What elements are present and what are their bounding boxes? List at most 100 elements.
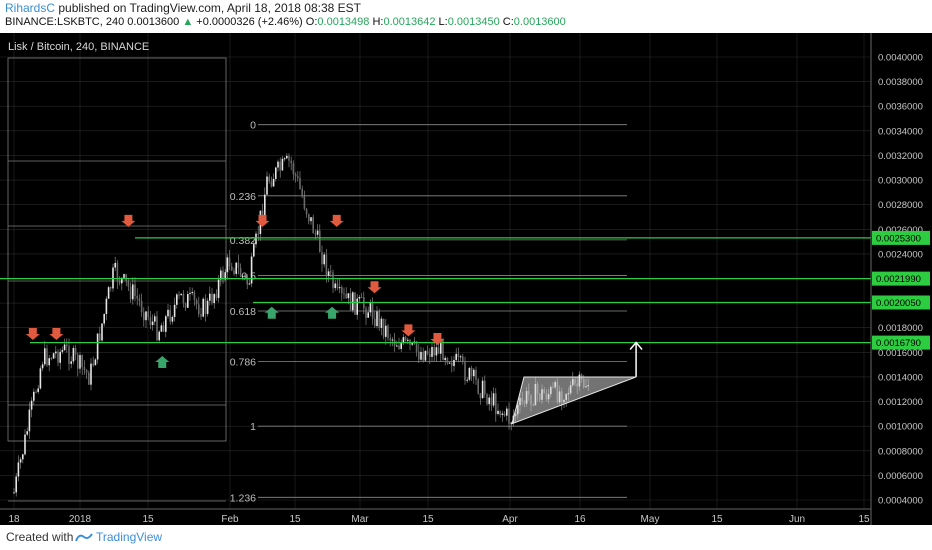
candle-body [294, 174, 297, 177]
price-tick-label: 0.0040000 [878, 53, 923, 64]
candle-body [237, 262, 240, 268]
candle-body [129, 286, 132, 300]
price-label: 0.0021990 [876, 274, 921, 285]
candle-body [90, 363, 92, 385]
horizontal-levels [0, 237, 871, 344]
candle-body [385, 325, 387, 337]
candle-body [356, 298, 358, 315]
candle-body [490, 397, 493, 406]
price-chart[interactable]: 0 0.236 0.382 0.5 0.618 0.786 1 1.236 0.0004000… [0, 33, 932, 525]
candle-body [125, 274, 127, 282]
candle-body [455, 353, 457, 360]
white-arrow-icon [629, 341, 643, 350]
candle-body [257, 233, 259, 235]
candle-body [63, 344, 66, 351]
red-arrow-icon [367, 281, 382, 294]
candle-body [473, 369, 475, 377]
fib-level-label: 0.5 [241, 270, 256, 282]
candle-body [182, 293, 185, 304]
high-value: 0.0013642 [383, 16, 436, 28]
candle-body [134, 284, 136, 296]
author-link[interactable]: RihardsC [5, 1, 56, 15]
candle-body [206, 300, 209, 314]
time-tick-label: 15 [422, 514, 434, 525]
candle-body [143, 312, 145, 321]
candle-body [470, 367, 473, 377]
chart-title: Lisk / Bitcoin, 240, BINANCE [8, 41, 149, 53]
candle-body [46, 348, 48, 366]
candle-body [338, 287, 341, 289]
candle-body [171, 316, 174, 322]
candle-body [396, 345, 398, 347]
tradingview-brand[interactable]: TradingView [96, 530, 163, 544]
candle-body [138, 298, 141, 301]
candle-body [116, 262, 119, 282]
candle-body [160, 325, 163, 332]
range-box-outer [7, 57, 227, 442]
price-label: 0.0016790 [876, 338, 921, 349]
candle-body [389, 338, 391, 340]
candle-body [220, 270, 222, 280]
candle-body [433, 347, 435, 356]
candle-body [268, 176, 270, 182]
green-arrow-icon [264, 306, 279, 319]
candle-body [61, 350, 64, 352]
candle-body [24, 434, 26, 455]
candle-body [479, 393, 482, 399]
candle-body [336, 283, 339, 289]
candle-body [292, 163, 295, 175]
candle-body [277, 161, 279, 168]
price-tick-label: 0.0008000 [878, 446, 923, 457]
candle-body [167, 309, 169, 317]
candle-body [371, 302, 374, 319]
candle-body [400, 343, 402, 349]
red-arrow-icon [401, 324, 416, 337]
price-tick-label: 0.0038000 [878, 77, 923, 88]
candle-body [103, 313, 105, 324]
candle-body [70, 361, 72, 364]
candle-body [481, 380, 484, 399]
candle-body [17, 462, 20, 477]
price-change: +0.0000326 (+2.46%) [196, 16, 303, 28]
candle-body [96, 333, 99, 360]
candle-body [26, 431, 28, 435]
candle-body [180, 293, 182, 296]
candle-body [118, 281, 121, 284]
price-tick-label: 0.0018000 [878, 323, 923, 334]
candle-body [187, 294, 189, 308]
candle-body [418, 351, 420, 360]
time-tick-label: 15 [711, 514, 723, 525]
candle-body [41, 364, 44, 369]
fib-level-label: 0.618 [230, 306, 256, 318]
candle-body [114, 262, 116, 268]
candle-body [290, 160, 292, 164]
candle-body [466, 379, 468, 381]
candle-body [310, 217, 312, 222]
chart-header: RihardsC published on TradingView.com, A… [0, 0, 932, 30]
candle-body [101, 323, 103, 341]
candle-body [488, 397, 490, 405]
price-axis[interactable]: 0.0004000 0.0006000 0.0008000 0.0010000 0.00… [878, 53, 923, 507]
candle-body [446, 357, 449, 364]
published-text: published on TradingView.com, April 18, … [58, 1, 362, 15]
candle-body [83, 367, 86, 370]
candle-body [288, 155, 290, 161]
candle-body [94, 359, 97, 366]
candle-body [145, 311, 147, 321]
high-label: H: [372, 16, 384, 28]
candle-body [200, 314, 202, 317]
chart-area[interactable]: 0 0.236 0.382 0.5 0.618 0.786 1 1.236 0.0004000… [0, 33, 932, 525]
time-axis[interactable]: 18 2018 15 Feb 15 Mar 15 Apr 16 May 15 Jun 15 [8, 514, 870, 525]
candle-body [299, 178, 301, 189]
candle-body [211, 293, 213, 304]
candle-body [37, 388, 39, 392]
price-tick-label: 0.0032000 [878, 151, 923, 162]
candle-body [105, 298, 108, 314]
tradingview-logo-icon [75, 533, 93, 542]
fib-level-label: 0 [250, 120, 256, 132]
created-with-text: Created with [6, 530, 74, 544]
time-tick-label: Apr [502, 514, 518, 525]
footer: Created with TradingView [0, 525, 932, 550]
candle-body [15, 476, 17, 493]
candle-body [281, 158, 284, 171]
